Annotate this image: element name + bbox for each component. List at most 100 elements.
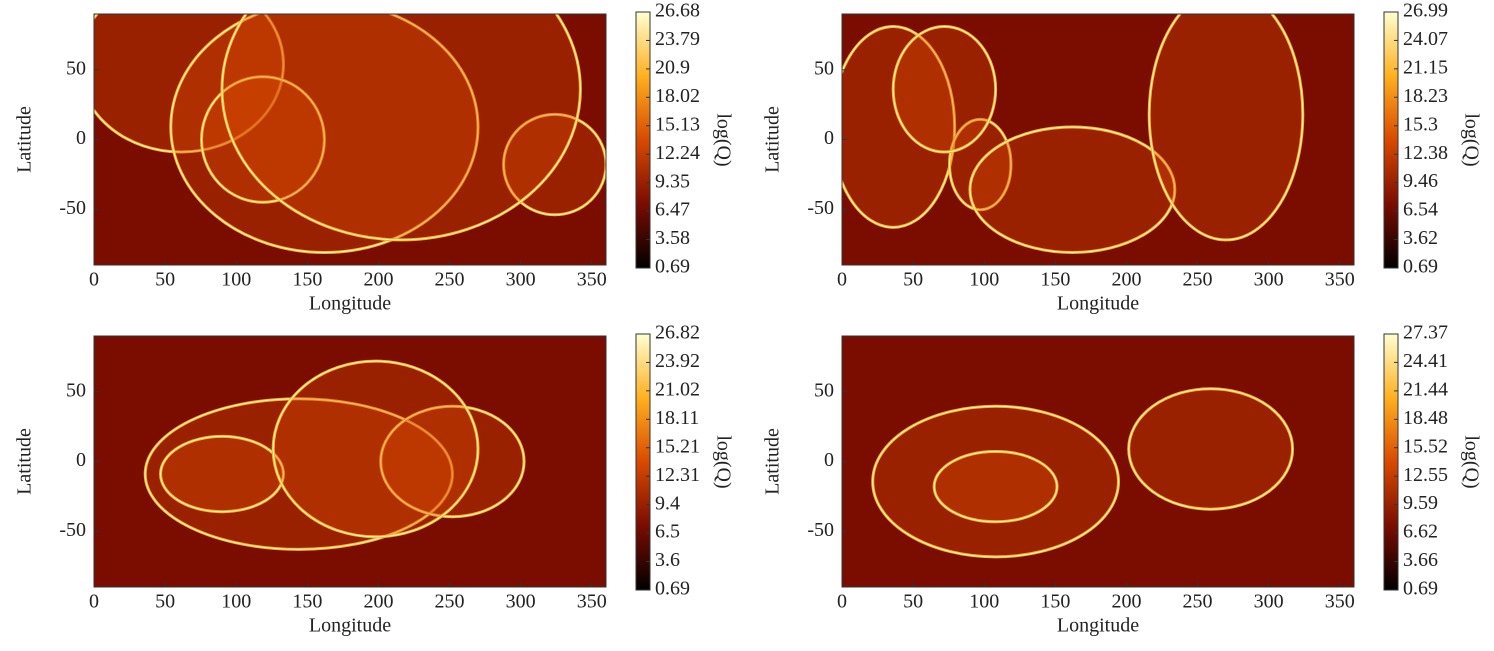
colorbar-tick-label: 18.11 xyxy=(655,407,699,429)
colorbar-tick-label: 18.23 xyxy=(1403,85,1448,107)
x-tick-label: 50 xyxy=(155,269,175,291)
colorbar-tick-label: 24.41 xyxy=(1403,350,1448,372)
separatrix-core xyxy=(1128,388,1294,510)
colorbar-tick-label: 6.47 xyxy=(655,199,690,221)
colorbar-tick-label: 3.6 xyxy=(655,549,680,571)
y-tick-label: 50 xyxy=(66,57,86,79)
heatmap-background xyxy=(842,14,1354,265)
x-tick-label: 100 xyxy=(969,591,999,613)
y-tick-label: 0 xyxy=(76,449,86,471)
x-tick-label: 200 xyxy=(1111,269,1141,291)
field-glow xyxy=(934,451,1058,522)
colorbar-tick-label: 9.59 xyxy=(1403,492,1438,514)
y-tick-label: -50 xyxy=(59,197,86,219)
colorbar-tick-label: 12.24 xyxy=(655,142,700,164)
x-tick-label: 350 xyxy=(577,591,607,613)
x-tick-label: 300 xyxy=(1254,591,1284,613)
x-axis-label: Longitude xyxy=(309,293,391,315)
x-axis-label: Longitude xyxy=(1057,293,1139,315)
x-tick-label: 0 xyxy=(89,591,99,613)
x-tick-label: 250 xyxy=(435,269,465,291)
x-axis-label: Longitude xyxy=(309,615,391,637)
x-tick-label: 50 xyxy=(903,269,923,291)
y-tick-label: 50 xyxy=(814,57,834,79)
colorbar-tick-label: 21.15 xyxy=(1403,56,1448,78)
y-tick-label: 50 xyxy=(814,379,834,401)
separatrix-core xyxy=(1148,14,1304,241)
colorbar-tick-label: 12.55 xyxy=(1403,464,1448,486)
x-tick-label: 100 xyxy=(969,269,999,291)
colorbar-tick-label: 0.69 xyxy=(655,578,690,600)
colorbar-tick-label: 12.31 xyxy=(655,464,700,486)
colorbar-label: log(Q) xyxy=(712,113,734,166)
x-tick-label: 350 xyxy=(1325,591,1355,613)
field-glow xyxy=(94,14,284,153)
x-tick-label: 200 xyxy=(363,269,393,291)
y-axis-label: Latitude xyxy=(14,106,36,173)
field-glow xyxy=(1128,388,1293,510)
field-glow xyxy=(893,26,996,153)
x-tick-label: 150 xyxy=(1040,591,1070,613)
field-glow xyxy=(970,126,1175,253)
colorbar-tick-label: 23.92 xyxy=(655,350,700,372)
separatrix-core xyxy=(949,118,1012,211)
separatrix-core xyxy=(144,398,453,550)
x-tick-label: 300 xyxy=(1254,269,1284,291)
field-glow xyxy=(201,76,325,203)
x-tick-label: 0 xyxy=(837,269,847,291)
y-axis-label: Latitude xyxy=(762,428,784,495)
heatmap xyxy=(842,14,1354,265)
colorbar-tick-label: 9.35 xyxy=(655,170,690,192)
colorbar-tick-label: 0.69 xyxy=(1403,256,1438,278)
field-glow xyxy=(872,406,1119,557)
separatrix-core xyxy=(892,26,997,153)
x-tick-label: 200 xyxy=(1111,591,1141,613)
y-tick-label: 0 xyxy=(824,449,834,471)
x-tick-label: 0 xyxy=(89,269,99,291)
colorbar-tick-label: 15.13 xyxy=(655,113,700,135)
y-tick-label: 0 xyxy=(824,127,834,149)
colorbar-tick-label: 6.5 xyxy=(655,521,680,543)
colorbar-tick-label: 21.44 xyxy=(1403,378,1448,400)
x-tick-label: 100 xyxy=(221,269,251,291)
x-tick-label: 150 xyxy=(292,269,322,291)
y-tick-label: 0 xyxy=(76,127,86,149)
heatmap xyxy=(94,336,606,587)
x-tick-label: 250 xyxy=(1183,269,1213,291)
colorbar-tick-label: 18.02 xyxy=(655,85,700,107)
x-tick-label: 100 xyxy=(221,591,251,613)
separatrix-core xyxy=(201,76,325,203)
x-tick-label: 200 xyxy=(363,591,393,613)
field-glow xyxy=(222,14,581,240)
separatrix-core xyxy=(380,405,525,518)
y-tick-label: -50 xyxy=(59,519,86,541)
colorbar-tick-label: 9.4 xyxy=(655,492,680,514)
colorbar-tick-label: 24.07 xyxy=(1403,28,1448,50)
colorbar-label: log(Q) xyxy=(1460,113,1482,166)
colorbar-tick-label: 15.21 xyxy=(655,435,700,457)
separatrix-core xyxy=(170,14,479,253)
separatrix-core xyxy=(969,126,1176,253)
y-axis-label: Latitude xyxy=(762,106,784,173)
colorbar-tick-label: 21.02 xyxy=(655,378,700,400)
colorbar-tick-label: 3.58 xyxy=(655,227,690,249)
colorbar-tick-label: 15.3 xyxy=(1403,113,1438,135)
colorbar-tick-label: 15.52 xyxy=(1403,435,1448,457)
colorbar-tick-label: 9.46 xyxy=(1403,170,1438,192)
colorbar-tick-label: 26.68 xyxy=(655,0,700,22)
colorbar-tick-label: 6.54 xyxy=(1403,199,1438,221)
colorbar-tick-label: 18.48 xyxy=(1403,407,1448,429)
colorbar-tick-label: 12.38 xyxy=(1403,142,1448,164)
field-glow xyxy=(273,361,478,537)
y-tick-label: -50 xyxy=(807,519,834,541)
colorbar xyxy=(635,11,651,269)
x-tick-label: 0 xyxy=(837,591,847,613)
field-glow xyxy=(160,436,284,512)
x-tick-label: 350 xyxy=(577,269,607,291)
colorbar-tick-label: 26.99 xyxy=(1403,0,1448,22)
separatrix-core xyxy=(160,435,284,513)
colorbar-tick-label: 0.69 xyxy=(1403,578,1438,600)
heatmap xyxy=(842,336,1354,587)
x-tick-label: 150 xyxy=(1040,269,1070,291)
y-tick-label: 50 xyxy=(66,379,86,401)
